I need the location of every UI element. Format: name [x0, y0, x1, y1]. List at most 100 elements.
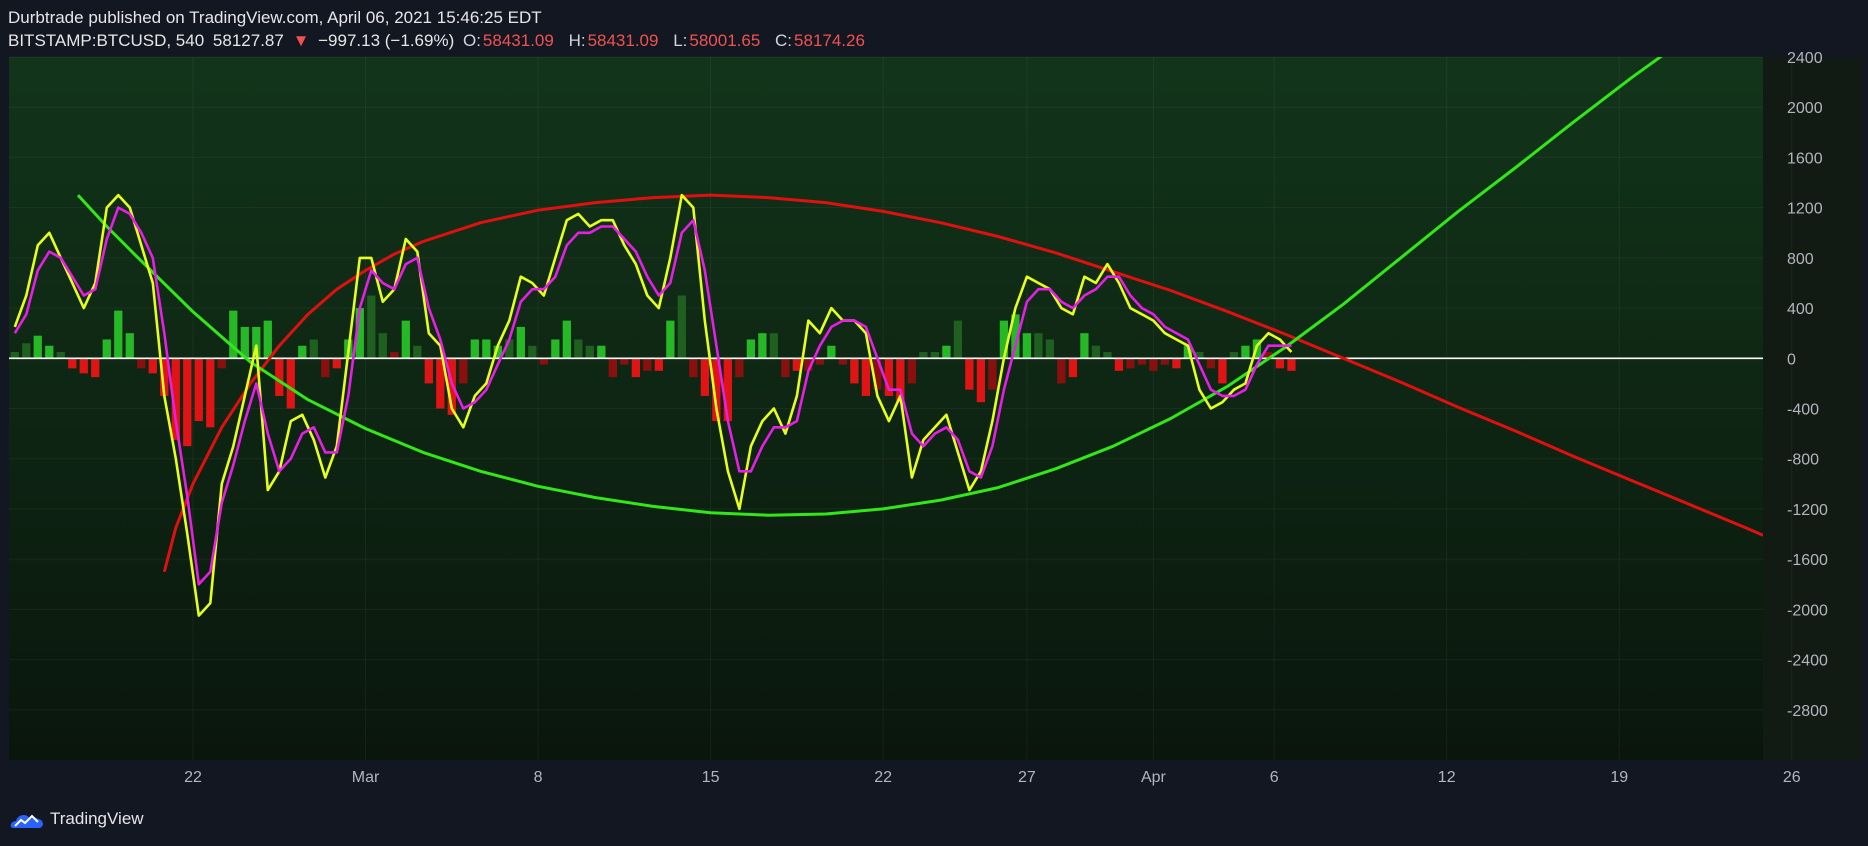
histogram-bar [309, 339, 318, 359]
histogram-bar [873, 358, 882, 390]
histogram-bar [677, 295, 686, 359]
time-tick-label: 22 [874, 769, 892, 786]
histogram-bar [171, 358, 180, 440]
histogram-bar [965, 358, 974, 390]
histogram-bar [160, 358, 169, 396]
histogram-bar [551, 339, 560, 359]
histogram-bar [413, 345, 422, 359]
histogram-bar [56, 352, 65, 359]
histogram-bar [79, 358, 88, 374]
histogram-bar [1011, 314, 1020, 359]
histogram-bar [528, 345, 537, 359]
histogram-bar [1080, 333, 1089, 359]
histogram-bar [1206, 358, 1216, 369]
high-value: 58431.09 [587, 31, 659, 50]
histogram-bar [263, 320, 272, 359]
footer: TradingView [10, 808, 144, 830]
histogram-bar [1241, 345, 1250, 359]
histogram-bar [608, 358, 617, 378]
histogram-bar [1022, 333, 1032, 359]
histogram-bar [735, 358, 744, 378]
histogram-bar [240, 326, 249, 359]
time-tick-label: 22 [184, 769, 202, 786]
histogram-bar [585, 345, 594, 359]
histogram-bar [1160, 358, 1170, 365]
histogram-bar [1275, 358, 1285, 369]
histogram-bar [712, 358, 721, 422]
histogram-bar [1068, 358, 1078, 378]
histogram-bar [827, 345, 836, 359]
time-tick-label: 26 [1783, 769, 1801, 786]
histogram-bar [539, 358, 548, 365]
time-axis-background [9, 760, 1862, 796]
down-arrow-icon: ▼ [292, 31, 310, 50]
histogram-bar [194, 358, 203, 422]
time-tick-label: Mar [352, 769, 380, 786]
chart-canvas[interactable]: 2400 2000 1600 1200 800 400 0 -400 -800 -1200 -160… [0, 0, 1868, 800]
histogram-bar [804, 358, 813, 371]
price-tick-label: -2400 [1787, 653, 1828, 670]
price-tick-label: -400 [1787, 402, 1819, 419]
histogram-bar [298, 345, 307, 359]
histogram-bar [574, 339, 583, 359]
histogram-bar [321, 358, 330, 378]
green-arc-curve [76, 57, 1663, 517]
histogram-bar [861, 358, 871, 396]
histogram-bar [1034, 333, 1043, 359]
histogram-bar [1183, 345, 1193, 359]
histogram-bar [45, 345, 54, 359]
histogram-bar [1218, 358, 1227, 384]
price-tick-label: -800 [1787, 452, 1819, 469]
histogram-bar [482, 339, 491, 359]
histogram-bar [401, 320, 410, 359]
price-tick-label: 1600 [1787, 150, 1823, 167]
histogram-bar [114, 310, 123, 359]
histogram-bar [390, 352, 399, 359]
histogram-bar [1114, 358, 1124, 371]
histogram-bar [896, 358, 905, 403]
histogram-bar [91, 358, 100, 378]
histogram-bar [953, 320, 963, 359]
last-price: 58127.87 [212, 31, 284, 50]
histogram-bar [206, 358, 215, 428]
histogram-bar [1264, 352, 1273, 359]
histogram-bar [988, 358, 997, 390]
tradingview-logo-icon[interactable] [10, 808, 44, 830]
histogram-bar [942, 345, 951, 359]
histogram-bar [286, 358, 295, 409]
tradingview-brand[interactable]: TradingView [50, 809, 144, 828]
histogram-bar [470, 339, 479, 359]
histogram-bar [217, 358, 226, 369]
price-tick-label: 2000 [1787, 100, 1823, 117]
price-tick-label: -1200 [1787, 502, 1828, 519]
histogram-bar [424, 358, 433, 384]
price-tick-label: 800 [1787, 251, 1814, 268]
histogram-bar [493, 345, 502, 359]
histogram-bar [275, 358, 284, 396]
histogram-bar [1229, 352, 1239, 359]
histogram-bar [758, 333, 767, 359]
grid-lines [9, 56, 1793, 760]
time-axis[interactable]: 22 Mar 8 15 22 27 Apr 6 12 19 26 [184, 769, 1801, 786]
histogram-bar [976, 358, 986, 403]
time-tick-label: 6 [1270, 769, 1279, 786]
histogram-bar [229, 310, 238, 359]
time-tick-label: 8 [534, 769, 543, 786]
price-tick-label: -1600 [1787, 552, 1828, 569]
price-axis[interactable]: 2400 2000 1600 1200 800 400 0 -400 -800 -1200 -160… [1787, 50, 1828, 720]
plot-background [9, 57, 1763, 760]
histogram-bar [838, 358, 848, 365]
histogram-bar [1103, 352, 1112, 359]
low-label: L: [673, 31, 688, 50]
histogram-bar [907, 358, 917, 384]
publish-info: Durbtrade published on TradingView.com, … [8, 8, 542, 27]
chart-header: Durbtrade published on TradingView.com, … [8, 6, 875, 52]
histogram-bar [10, 352, 19, 359]
histogram-bar [125, 333, 134, 359]
histogram-bar [1045, 339, 1055, 359]
symbol-name[interactable]: BITSTAMP:BTCUSD, 540 [8, 31, 205, 50]
price-axis-background [1763, 57, 1862, 760]
histogram-bar [22, 343, 31, 359]
histogram-bar [723, 358, 732, 422]
histogram-bar [689, 358, 698, 378]
